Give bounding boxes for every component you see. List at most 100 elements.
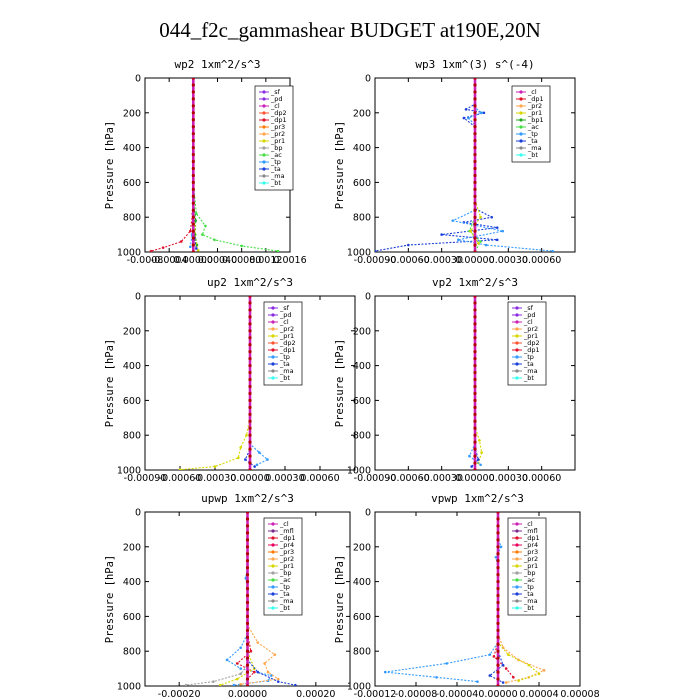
series-point-cl <box>191 90 195 94</box>
series-point-tp <box>239 667 242 670</box>
legend-marker-tp <box>519 132 523 136</box>
y-tick-label: 600 <box>123 396 141 407</box>
y-tick-label: 1000 <box>117 466 141 477</box>
x-tick-label: 0.00000 <box>455 473 494 484</box>
legend-label-bt: _bt <box>270 179 281 187</box>
series-point-cl <box>473 215 477 219</box>
series-group <box>375 78 555 252</box>
y-tick-label: 1000 <box>117 248 141 259</box>
x-tick-label: 0.00000 <box>455 255 494 266</box>
legend-label-cl: _cl <box>279 318 289 326</box>
legend-label-ma: _ma <box>527 144 542 152</box>
series-point-dp1 <box>504 667 508 670</box>
series-point-cl <box>248 398 252 402</box>
series-point-tp <box>255 463 259 467</box>
series-point-ta <box>244 458 247 461</box>
legend-marker-sf <box>262 90 266 94</box>
series-point-ta <box>440 233 443 236</box>
series-point-dp1 <box>253 670 256 674</box>
series-point-cl <box>248 301 252 305</box>
legend-marker-tp <box>271 585 275 589</box>
legend-label-tp: _tp <box>279 583 290 591</box>
y-tick-label: 1000 <box>117 682 141 693</box>
series-point-cl <box>191 97 195 101</box>
x-tick-label: 0.00000 <box>230 473 269 484</box>
legend-label-pr2: _pr2 <box>279 325 294 333</box>
legend-label-ta: _ta <box>270 165 281 173</box>
series-point-cl <box>245 517 250 521</box>
legend-label-bt: _bt <box>279 604 290 612</box>
series-point-cl <box>473 370 477 375</box>
legend-label-ac: _ac <box>279 576 291 584</box>
series-point-ta <box>495 238 499 242</box>
x-tick-label: -0.00060 <box>387 255 430 266</box>
series-point-cl <box>473 104 477 108</box>
x-tick-label: 0.0012 <box>249 255 282 266</box>
series-point-pr1 <box>478 439 481 442</box>
series-point-cl <box>191 229 195 233</box>
x-tick-label: -0.00030 <box>420 255 463 266</box>
legend-label-bt: _bt <box>523 374 534 382</box>
legend-label-tp: _tp <box>523 353 534 361</box>
series-point-cl <box>473 412 477 416</box>
series-point-ta <box>253 465 256 468</box>
x-tick-label: 0.00000 <box>174 255 213 266</box>
series-point-dp1 <box>249 649 253 653</box>
series-point-cl <box>496 512 500 514</box>
series-point-cl <box>473 357 477 361</box>
series-point-tp <box>239 646 242 650</box>
series-line-dp1 <box>150 78 194 252</box>
legend-label-pr2: _pr2 <box>523 325 538 333</box>
x-tick-label: -0.00012 <box>354 689 397 700</box>
legend-label-bp: _bp <box>270 144 283 152</box>
legend-label-dp1: _dp1 <box>279 534 296 542</box>
series-point-cl <box>473 166 477 171</box>
series-point-pr1 <box>517 679 520 683</box>
series-point-cl <box>248 433 252 437</box>
series-point-dp1 <box>235 662 239 665</box>
legend-label-cl: _cl <box>523 318 533 326</box>
series-line-pr2 <box>240 512 280 685</box>
legend-label-dp1: _dp1 <box>279 346 296 354</box>
legend-marker-bt <box>519 153 523 157</box>
series-line-ta <box>244 296 256 467</box>
legend-label-ta: _ta <box>279 590 290 598</box>
series-point-pr2 <box>266 670 270 674</box>
series-point-cl <box>248 468 252 470</box>
series-point-pr2 <box>276 677 280 681</box>
x-tick-label: -0.0008 <box>127 255 164 266</box>
series-point-pr2 <box>273 653 277 656</box>
series-line-dp1 <box>236 512 256 680</box>
series-point-cl <box>496 531 500 535</box>
y-tick-label: 600 <box>353 178 371 189</box>
series-point-cl <box>248 405 252 409</box>
series-point-cl <box>248 315 252 319</box>
series-point-cl <box>245 621 250 625</box>
series-point-cl <box>248 461 252 465</box>
legend-marker-ac <box>519 125 523 129</box>
series-point-cl <box>496 677 500 681</box>
legend-marker-pr2 <box>519 104 523 108</box>
series-group <box>178 296 269 470</box>
series-group <box>383 512 546 686</box>
series-point-cl <box>191 173 195 178</box>
series-point-tp <box>499 545 503 549</box>
series-point-cl <box>473 350 477 354</box>
series-point-tp <box>551 249 555 252</box>
legend-label-ac: _ac <box>270 151 282 159</box>
series-point-cl <box>496 614 500 619</box>
panel-title: up2 1xm^2/s^3 <box>207 276 293 289</box>
series-point-ta <box>195 247 198 250</box>
series-point-cl <box>245 545 250 549</box>
series-point-cl <box>473 433 477 437</box>
legend-label-tp: _tp <box>270 158 281 166</box>
legend-marker-ac <box>262 153 266 157</box>
legend-label-dp1: _dp1 <box>270 116 287 124</box>
series-point-ac <box>201 233 204 236</box>
series-point-bp1 <box>194 219 198 222</box>
legend-label-tp: _tp <box>527 130 538 138</box>
series-point-ta <box>490 215 493 219</box>
series-point-cl <box>248 419 252 423</box>
series-point-cl <box>473 83 477 87</box>
panel-title: vpwp 1xm^2/s^3 <box>431 492 524 505</box>
